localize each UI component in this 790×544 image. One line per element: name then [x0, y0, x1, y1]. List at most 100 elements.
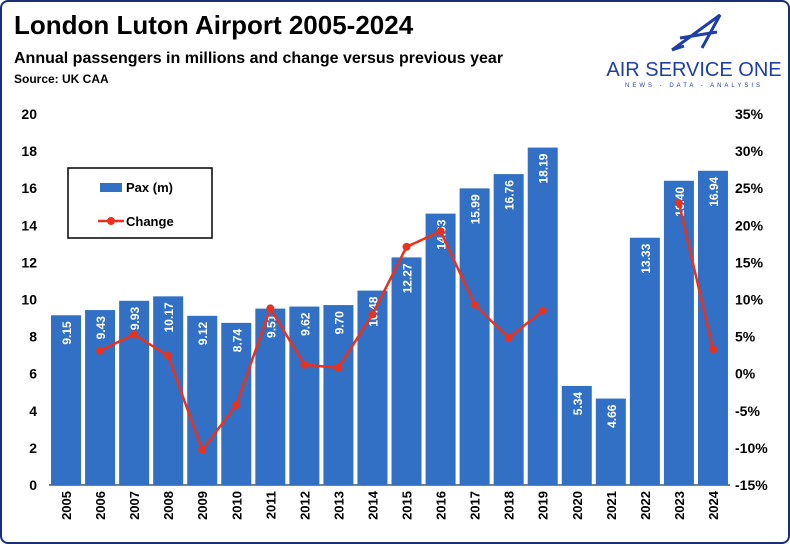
- y-left-tick: 20: [21, 106, 37, 122]
- bar-2010: [221, 322, 252, 485]
- y-right-tick: 20%: [735, 217, 764, 233]
- change-line: [677, 202, 715, 350]
- chart-title: London Luton Airport 2005-2024: [14, 10, 414, 40]
- legend-bar-swatch: [100, 183, 122, 192]
- change-point-2019: [538, 306, 547, 315]
- y-right-tick: 15%: [735, 254, 764, 270]
- bar-2011: [255, 308, 286, 485]
- x-tick-2017: 2017: [468, 491, 483, 520]
- x-tick-2018: 2018: [502, 491, 517, 520]
- bar-label-2015: 12.27: [401, 263, 415, 293]
- change-point-2007: [130, 330, 139, 339]
- change-point-2024: [708, 345, 717, 354]
- bar-2020: [561, 385, 592, 485]
- x-tick-2006: 2006: [93, 491, 108, 520]
- x-tick-2023: 2023: [672, 491, 687, 520]
- chart-source: Source: UK CAA: [14, 72, 109, 86]
- y-left-tick: 8: [29, 329, 37, 345]
- bar-label-2016: 14.63: [435, 219, 449, 249]
- bar-label-2014: 10.48: [366, 296, 380, 326]
- bar-2024: [697, 170, 728, 485]
- bar-label-2021: 4.66: [605, 404, 619, 428]
- bar-2005: [51, 315, 82, 485]
- y-right-tick: -10%: [735, 440, 768, 456]
- x-tick-2012: 2012: [297, 491, 312, 520]
- x-tick-2019: 2019: [536, 491, 551, 520]
- bar-label-2005: 9.15: [60, 321, 74, 345]
- logo-name: AIR SERVICE ONE: [606, 59, 781, 81]
- bar-2022: [629, 237, 660, 485]
- change-point-2011: [266, 304, 275, 313]
- bar-2014: [357, 290, 388, 485]
- bar-2006: [85, 310, 116, 485]
- bar-2012: [289, 306, 320, 485]
- bar-2015: [391, 257, 422, 485]
- change-point-2009: [198, 446, 207, 455]
- change-point-2010: [232, 400, 241, 409]
- y-right-tick: 35%: [735, 106, 764, 122]
- change-point-2016: [436, 227, 445, 236]
- change-point-2015: [402, 242, 411, 251]
- bar-2021: [595, 398, 626, 485]
- x-tick-2024: 2024: [706, 490, 721, 520]
- bar-label-2022: 13.33: [639, 243, 653, 273]
- change-point-2006: [96, 346, 105, 355]
- bar-2007: [119, 300, 150, 485]
- x-tick-2020: 2020: [570, 491, 585, 520]
- bar-2019: [527, 147, 558, 485]
- y-right-tick: -15%: [735, 477, 768, 493]
- bar-2009: [187, 315, 218, 485]
- bar-label-2006: 9.43: [94, 316, 108, 340]
- y-right-tick: 5%: [735, 329, 756, 345]
- bar-label-2023: 16.40: [673, 186, 687, 216]
- x-tick-2016: 2016: [434, 491, 449, 520]
- y-right-tick: 10%: [735, 292, 764, 308]
- legend-line-marker: [107, 217, 115, 225]
- legend-change: Change: [126, 214, 174, 229]
- bar-label-2019: 18.19: [537, 153, 551, 183]
- x-tick-2021: 2021: [604, 491, 619, 520]
- x-tick-2007: 2007: [127, 491, 142, 520]
- air-service-one-logo: AIR SERVICE ONE NEWS - DATA - ANALYSIS: [606, 13, 782, 89]
- change-line: [99, 229, 544, 453]
- change-point-2013: [334, 363, 343, 372]
- bar-label-2009: 9.12: [196, 322, 210, 346]
- y-right-tick: 0%: [735, 366, 756, 382]
- bar-2008: [153, 296, 184, 485]
- y-left-tick: 12: [21, 254, 37, 270]
- y-left-tick: 18: [21, 143, 37, 159]
- y-left-tick: 10: [21, 292, 37, 308]
- x-tick-2011: 2011: [263, 491, 278, 519]
- y-left-tick: 2: [29, 440, 37, 456]
- x-tick-2009: 2009: [195, 491, 210, 520]
- bar-2016: [425, 213, 456, 485]
- x-tick-2013: 2013: [331, 491, 346, 520]
- y-left-tick: 4: [29, 403, 37, 419]
- change-point-2023: [674, 199, 683, 208]
- bar-label-2020: 5.34: [571, 392, 585, 416]
- bar-label-2017: 15.99: [469, 194, 483, 224]
- y-left-tick: 0: [29, 477, 37, 493]
- change-point-2012: [300, 360, 309, 369]
- bar-label-2024: 16.94: [707, 176, 721, 206]
- bar-label-2008: 10.17: [162, 302, 176, 332]
- change-point-2018: [504, 334, 513, 343]
- bar-label-2012: 9.62: [298, 312, 312, 336]
- logo-tagline: NEWS - DATA - ANALYSIS: [625, 83, 763, 89]
- change-point-2017: [470, 300, 479, 309]
- y-left-tick: 14: [21, 217, 37, 233]
- y-right-tick: 30%: [735, 143, 764, 159]
- x-tick-2008: 2008: [161, 491, 176, 520]
- x-tick-2015: 2015: [400, 491, 415, 520]
- change-point-2014: [368, 310, 377, 319]
- bar-2013: [323, 305, 354, 485]
- bar-label-2007: 9.93: [128, 306, 142, 330]
- chart-subtitle: Annual passengers in millions and change…: [14, 50, 504, 67]
- legend-pax: Pax (m): [126, 180, 173, 195]
- legend: Pax (m) Change: [67, 167, 213, 239]
- change-point-2008: [164, 351, 173, 360]
- y-left-tick: 6: [29, 366, 37, 382]
- bar-label-2013: 9.70: [332, 311, 346, 335]
- bar-label-2010: 8.74: [230, 329, 244, 353]
